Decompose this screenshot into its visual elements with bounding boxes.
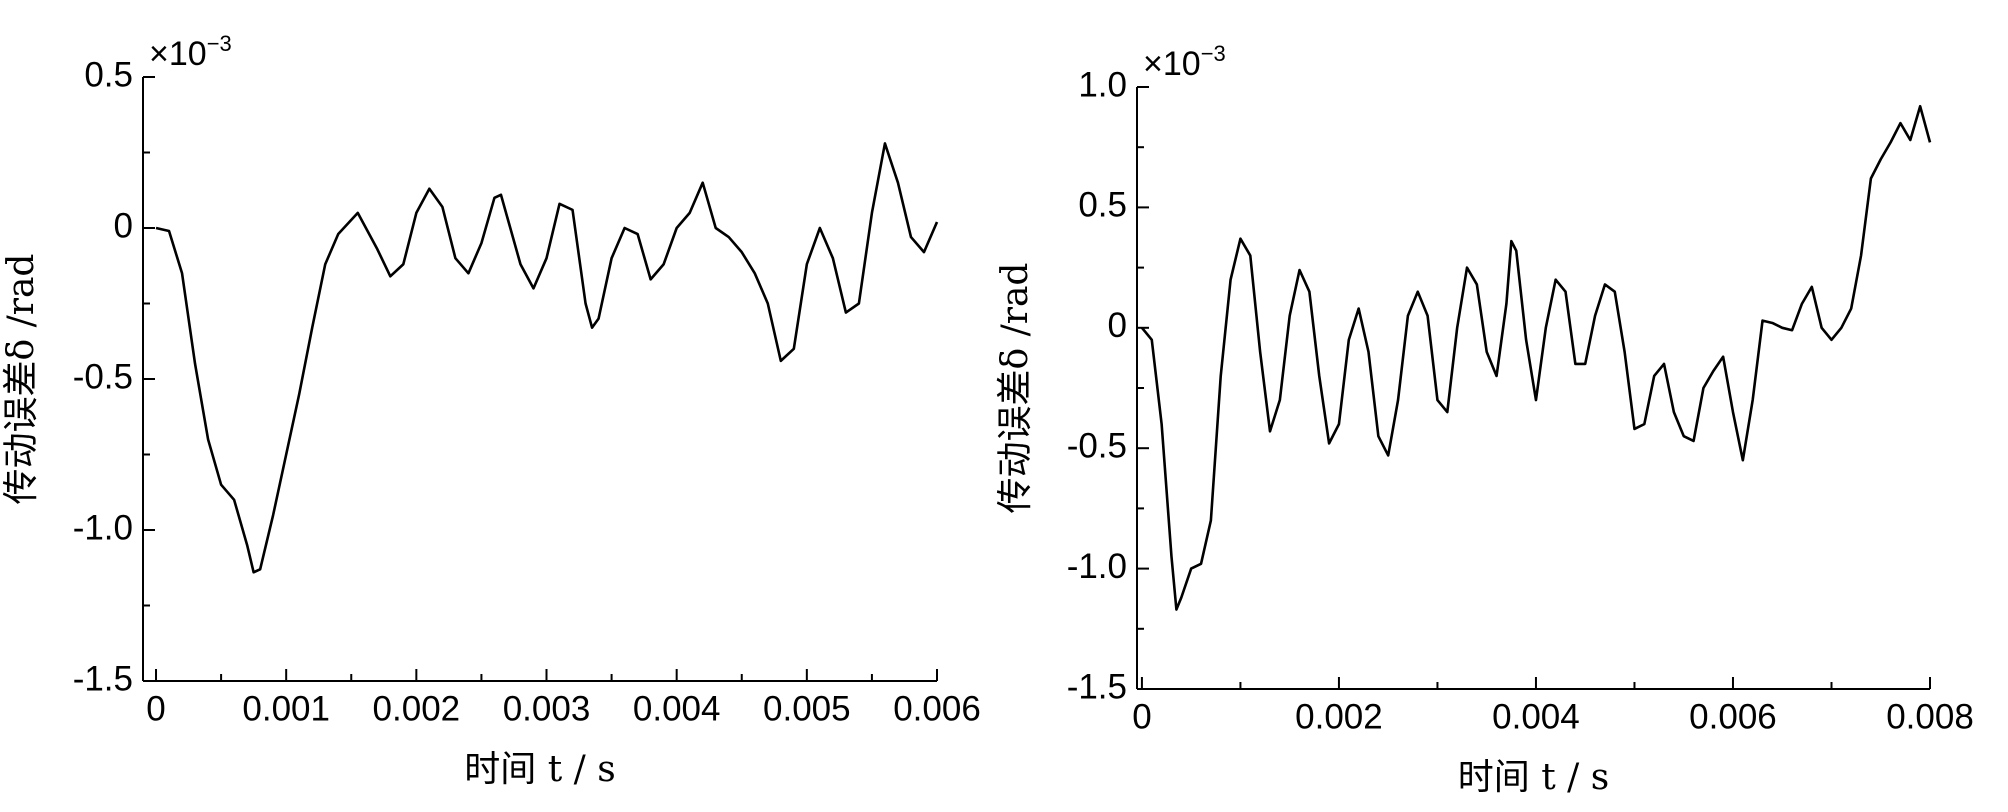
x-tick-label: 0.005 [763, 689, 851, 728]
data-line [155, 142, 939, 574]
y-tick-label: -0.5 [73, 357, 133, 396]
multiplier-base: ×10 [149, 35, 207, 73]
x-tick-label: 0.008 [1886, 697, 1974, 736]
x-tick-label: 0 [146, 689, 165, 728]
data-line [1140, 104, 1932, 611]
x-tick-label: 0.004 [1492, 697, 1580, 736]
y-tick-label: -1.5 [73, 659, 133, 698]
y-axis-title: 传动误差δ /rad [1, 254, 42, 505]
y-tick-label: -1.0 [1067, 547, 1127, 586]
y-tick-label: -1.0 [73, 508, 133, 547]
multiplier-exponent: −3 [207, 31, 232, 56]
y-tick-label: -0.5 [1067, 426, 1127, 465]
x-tick-label: 0.001 [242, 689, 330, 728]
x-tick-label: 0.004 [633, 689, 721, 728]
y-tick-label: 0.5 [1078, 186, 1127, 225]
chart: 0.5 0 -0.5 -1.0 -1.5 0 0.001 0.002 0.003 0.004 0.0… [1, 31, 981, 790]
axis-multiplier: ×10−3 [1143, 41, 1226, 83]
x-axis-title: 时间 t / s [464, 749, 615, 790]
x-tick-label: 0 [1132, 697, 1151, 736]
y-tick-label: -1.5 [1067, 667, 1127, 706]
y-tick-label: 1.0 [1078, 65, 1127, 104]
x-axis-title: 时间 t / s [1458, 757, 1609, 798]
y-tick-label: 0 [114, 206, 133, 245]
axis-multiplier: ×10−3 [149, 31, 232, 73]
x-tick-label: 0.003 [503, 689, 591, 728]
y-tick-label: 0 [1108, 306, 1127, 345]
y-tick-label: 0.5 [84, 55, 133, 94]
multiplier-exponent: −3 [1201, 41, 1226, 66]
chart: 1.00.50-0.5-1.0-1.50 0.002 0.004 0.006 0.008… [995, 41, 1974, 798]
y-axis-title: 传动误差δ /rad [995, 263, 1036, 514]
x-tick-label: 0.006 [893, 689, 981, 728]
x-tick-label: 0.006 [1689, 697, 1777, 736]
multiplier-base: ×10 [1143, 45, 1201, 83]
x-tick-label: 0.002 [373, 689, 461, 728]
x-tick-label: 0.002 [1295, 697, 1383, 736]
